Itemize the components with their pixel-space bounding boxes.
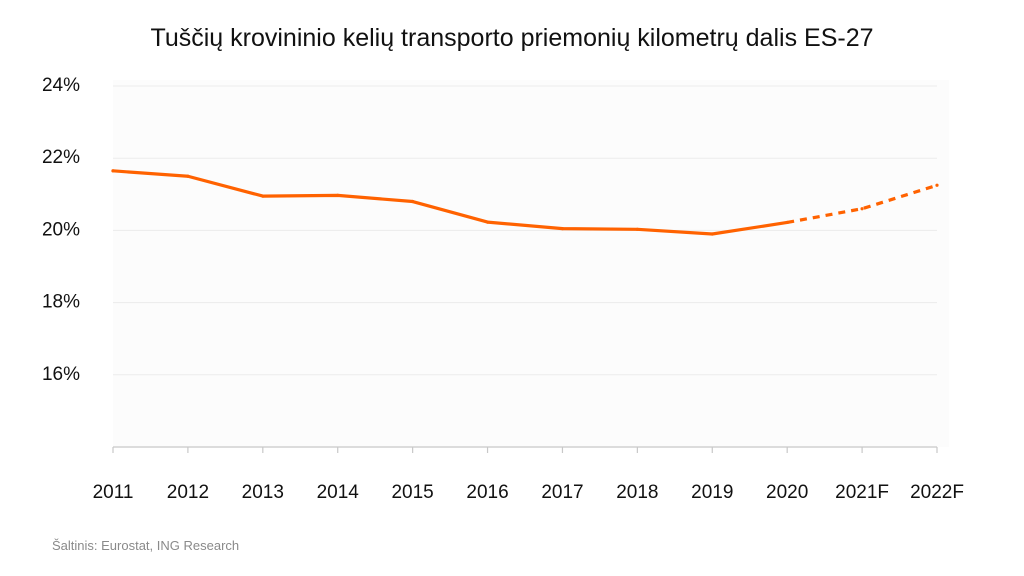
x-tick-label: 2017 — [541, 482, 583, 503]
data-point — [111, 169, 115, 173]
gridlines — [113, 85, 937, 376]
data-point — [710, 232, 714, 236]
data-point — [485, 220, 490, 224]
data-point — [186, 174, 190, 178]
y-tick-label: 16% — [42, 364, 80, 385]
series-lines — [111, 169, 939, 236]
data-point — [336, 193, 340, 197]
y-tick-label: 24% — [42, 75, 80, 96]
source-note: Šaltinis: Eurostat, ING Research — [52, 538, 240, 553]
x-tick-label: 2016 — [466, 482, 508, 503]
data-point — [785, 220, 789, 225]
x-tick-label: 2020 — [766, 482, 808, 503]
data-point — [560, 226, 565, 231]
data-point — [935, 183, 939, 187]
data-point — [411, 199, 415, 204]
series-line-actual — [111, 169, 789, 236]
x-tick-label: 2022F — [910, 482, 964, 503]
x-tick-label: 2012 — [167, 482, 209, 503]
y-tick-label: 18% — [42, 292, 80, 313]
x-axis — [112, 446, 938, 453]
x-tick-label: 2019 — [691, 482, 733, 503]
plot-area — [113, 80, 949, 447]
x-tick-label: 2018 — [616, 482, 658, 503]
data-point — [635, 227, 639, 231]
x-tick-labels: 2011 2012 2013 2014 2015 2016 2017 2018 2019 2020… — [93, 482, 964, 503]
x-tick-label: 2015 — [391, 482, 433, 503]
x-tick-label: 2014 — [317, 482, 360, 503]
data-point — [261, 194, 265, 198]
y-tick-labels: 24% 22% 20% 18% 16% — [42, 75, 80, 385]
x-tick-label: 2011 — [93, 482, 134, 503]
data-point — [860, 207, 864, 211]
x-tick-label: 2021F — [835, 482, 889, 503]
x-tick-label: 2013 — [242, 482, 284, 503]
y-tick-label: 22% — [42, 147, 80, 168]
chart-title: Tuščių krovininio kelių transporto priem… — [150, 24, 874, 52]
y-tick-label: 20% — [42, 219, 80, 240]
